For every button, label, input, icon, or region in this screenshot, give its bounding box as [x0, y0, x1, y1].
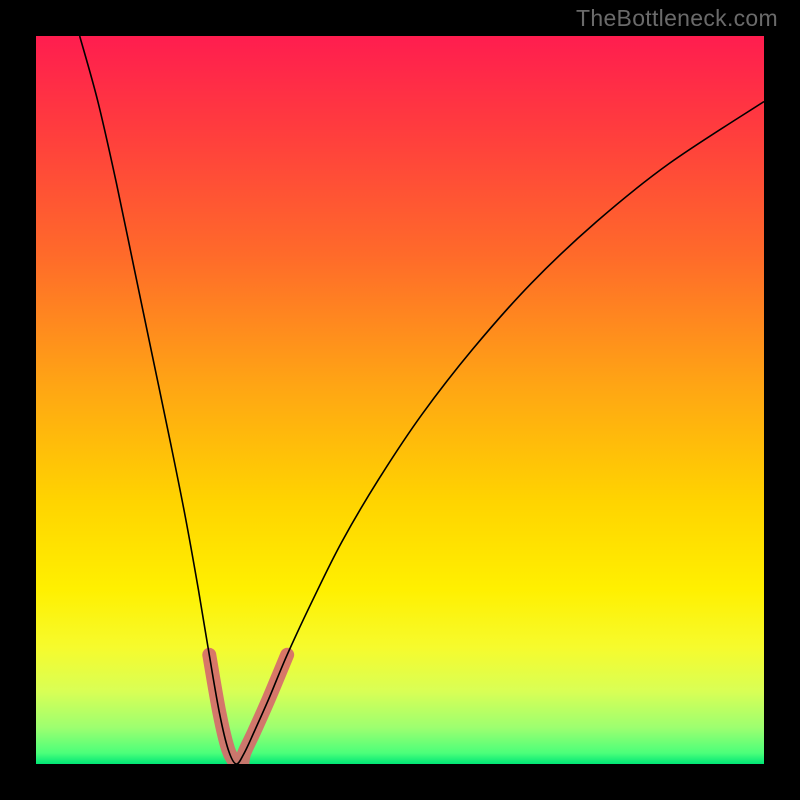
bottleneck-curve-chart	[0, 0, 800, 800]
plot-background-gradient	[36, 36, 764, 764]
watermark-text: TheBottleneck.com	[576, 5, 778, 32]
